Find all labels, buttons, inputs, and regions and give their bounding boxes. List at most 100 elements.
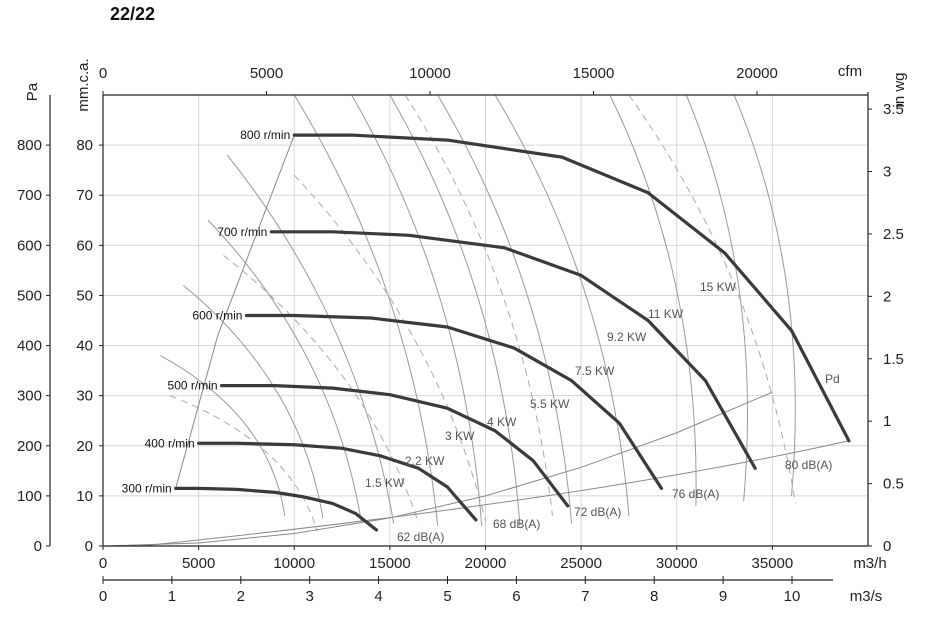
speed-curve-label: 400 r/min bbox=[145, 436, 195, 450]
m3s-tick-label: 0 bbox=[99, 588, 107, 605]
power-guide-line bbox=[207, 219, 362, 522]
noise-label: 72 dB(A) bbox=[574, 505, 621, 519]
m3s-tick-label: 5 bbox=[443, 588, 451, 605]
x-tick-label: 15000 bbox=[369, 555, 411, 572]
power-guide-line bbox=[293, 94, 439, 527]
speed-curve bbox=[197, 441, 478, 522]
pa-tick-label: 700 bbox=[17, 187, 42, 204]
inwg-tick-label: 3.5 bbox=[883, 101, 904, 118]
noise-guide-line bbox=[628, 94, 796, 504]
mm-tick-label: 30 bbox=[76, 388, 93, 405]
inwg-tick-label: 1 bbox=[883, 413, 891, 430]
speed-curve bbox=[174, 486, 379, 532]
speed-curve-label: 800 r/min bbox=[240, 128, 290, 142]
power-guide-line bbox=[685, 94, 749, 501]
power-label: 2.2 KW bbox=[405, 454, 445, 468]
m3s-tick-label: 3 bbox=[306, 588, 314, 605]
power-label: 11 KW bbox=[648, 307, 684, 321]
axes: 0 5000 10000 15000 20000 25000 30000 35000 m3/h0… bbox=[17, 58, 908, 605]
pa-tick-label: 100 bbox=[17, 488, 42, 505]
operating-envelope bbox=[175, 134, 295, 489]
mm-tick-label: 50 bbox=[76, 287, 93, 304]
mm-tick-label: 10 bbox=[76, 488, 93, 505]
speed-curve-label: 500 r/min bbox=[168, 379, 218, 393]
x-tick-label: 30000 bbox=[656, 555, 698, 572]
power-guide-line bbox=[389, 94, 521, 526]
pa-axis-label: Pa bbox=[24, 82, 41, 101]
x-axis-label: m3/h bbox=[853, 555, 886, 572]
mm-tick-label: 70 bbox=[76, 187, 93, 204]
pa-tick-label: 600 bbox=[17, 237, 42, 254]
power-label: 7.5 KW bbox=[575, 364, 615, 378]
power-label: 15 KW bbox=[700, 280, 737, 294]
m3s-tick-label: 4 bbox=[374, 588, 382, 605]
inwg-tick-label: 1.5 bbox=[883, 351, 904, 368]
pa-tick-label: 800 bbox=[17, 137, 42, 154]
speed-curve bbox=[269, 230, 757, 470]
power-label: 5.5 KW bbox=[530, 397, 570, 411]
noise-label: 80 dB(A) bbox=[785, 458, 832, 472]
x-tick-label: 0 bbox=[99, 555, 107, 572]
mm-tick-label: 60 bbox=[76, 237, 93, 254]
mm-axis-label: mm.c.a. bbox=[75, 58, 92, 111]
speed-curve bbox=[244, 313, 664, 490]
pa-tick-label: 400 bbox=[17, 338, 42, 355]
power-label: 9.2 KW bbox=[607, 330, 647, 344]
inwg-tick-label: 3 bbox=[883, 164, 891, 181]
noise-guide-line bbox=[169, 395, 318, 532]
power-guide-line bbox=[609, 94, 697, 506]
inwg-tick-label: 0 bbox=[883, 538, 891, 555]
power-guide-line bbox=[494, 94, 630, 516]
mm-tick-label: 80 bbox=[76, 137, 93, 154]
x-tick-label: 10000 bbox=[273, 555, 315, 572]
pa-tick-label: 300 bbox=[17, 388, 42, 405]
labels: Pd 300 r/min 400 r/min 500 r/min 600 r/min 70… bbox=[122, 128, 840, 544]
speed-curve-label: 600 r/min bbox=[192, 308, 242, 322]
m3s-tick-label: 7 bbox=[581, 588, 589, 605]
speed-curve bbox=[219, 384, 570, 508]
power-guide-line bbox=[437, 94, 573, 524]
system-curve bbox=[141, 440, 849, 547]
power-guide-line bbox=[351, 94, 483, 526]
cfm-tick-label: 10000 bbox=[409, 65, 451, 82]
noise-label: 76 dB(A) bbox=[672, 487, 719, 501]
m3s-tick-label: 8 bbox=[650, 588, 658, 605]
noise-label: 62 dB(A) bbox=[397, 530, 444, 544]
power-label: 3 KW bbox=[445, 429, 475, 443]
m3s-tick-label: 6 bbox=[512, 588, 520, 605]
m3s-tick-label: 2 bbox=[237, 588, 245, 605]
power-guide-line bbox=[183, 285, 324, 519]
speed-curve-label: 300 r/min bbox=[122, 481, 172, 495]
inwg-tick-label: 2.5 bbox=[883, 226, 904, 243]
cfm-tick-label: 5000 bbox=[250, 65, 283, 82]
x-tick-label: 20000 bbox=[465, 555, 507, 572]
pa-tick-label: 0 bbox=[34, 538, 42, 555]
cfm-axis-label: cfm bbox=[838, 63, 862, 80]
m3s-tick-label: 1 bbox=[168, 588, 176, 605]
m3s-tick-label: 10 bbox=[784, 588, 801, 605]
noise-label: 68 dB(A) bbox=[493, 517, 540, 531]
m3s-axis-label: m3/s bbox=[850, 588, 883, 605]
speed-curves bbox=[174, 133, 851, 532]
speed-curve-label: 700 r/min bbox=[217, 225, 267, 239]
pa-tick-label: 500 bbox=[17, 287, 42, 304]
power-label: 4 KW bbox=[487, 415, 517, 429]
cfm-tick-label: 0 bbox=[99, 65, 107, 82]
x-tick-label: 5000 bbox=[182, 555, 215, 572]
cfm-tick-label: 20000 bbox=[736, 65, 778, 82]
mm-tick-label: 40 bbox=[76, 338, 93, 355]
power-label: 1.5 KW bbox=[365, 476, 405, 490]
pd-curve bbox=[102, 391, 773, 547]
pa-tick-label: 200 bbox=[17, 438, 42, 455]
power-guide-line bbox=[733, 94, 796, 496]
page-title: 22/22 bbox=[110, 4, 156, 24]
x-tick-label: 35000 bbox=[752, 555, 794, 572]
inwg-axis-label: in wg bbox=[891, 72, 908, 107]
noise-guide-line bbox=[223, 254, 420, 524]
inwg-tick-label: 0.5 bbox=[883, 476, 904, 493]
speed-curve bbox=[292, 133, 851, 443]
power-guide-line bbox=[226, 154, 395, 524]
noise-guide-line bbox=[404, 94, 553, 516]
x-tick-label: 25000 bbox=[560, 555, 602, 572]
